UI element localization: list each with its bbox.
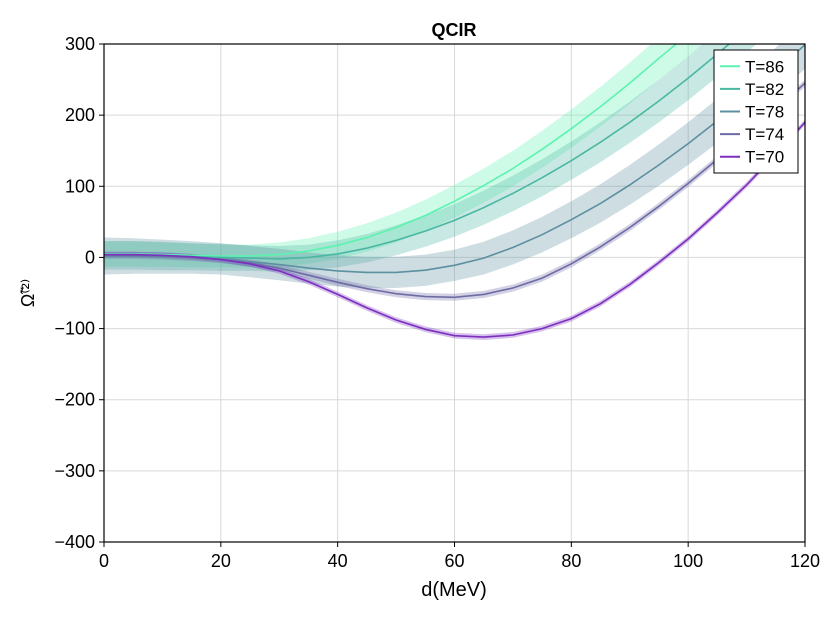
band-t-86 bbox=[104, 44, 703, 268]
series-lines bbox=[104, 44, 805, 338]
y-axis-label: Ω̃⁽²⁾ bbox=[18, 279, 38, 307]
legend-label: T=86 bbox=[745, 57, 784, 76]
y-tick-label: 100 bbox=[65, 176, 95, 196]
legend: T=86 T=82 T=78 T=74 T=70 bbox=[713, 49, 799, 174]
y-tick-label: −400 bbox=[54, 532, 95, 552]
x-tick-label: 20 bbox=[211, 551, 231, 571]
series-line-t-86 bbox=[104, 44, 678, 257]
y-tick-label: −100 bbox=[54, 319, 95, 339]
x-tick-label: 40 bbox=[328, 551, 348, 571]
x-tick-label: 80 bbox=[561, 551, 581, 571]
x-tick-label: 100 bbox=[673, 551, 703, 571]
legend-label: T=74 bbox=[745, 125, 784, 144]
y-tick-label: 300 bbox=[65, 34, 95, 54]
y-tick-label: 200 bbox=[65, 105, 95, 125]
y-tick-label: −300 bbox=[54, 461, 95, 481]
axis-ticks: 0 20 40 60 80 100 120 −400 −300 −200 −100 0 100 200 30… bbox=[54, 34, 820, 571]
x-tick-label: 120 bbox=[790, 551, 820, 571]
chart-title: QCIR bbox=[432, 20, 477, 40]
x-axis-label: d(MeV) bbox=[421, 579, 487, 601]
y-tick-label: 0 bbox=[85, 247, 95, 267]
band-t-82 bbox=[104, 44, 757, 272]
legend-label: T=82 bbox=[745, 80, 784, 99]
y-tick-label: −200 bbox=[54, 390, 95, 410]
x-tick-label: 60 bbox=[444, 551, 464, 571]
band-t-78 bbox=[104, 44, 805, 288]
legend-label: T=70 bbox=[745, 148, 784, 167]
series-line-t-70 bbox=[104, 121, 805, 338]
legend-label: T=78 bbox=[745, 103, 784, 122]
x-tick-label: 0 bbox=[99, 551, 109, 571]
series-line-t-82 bbox=[104, 44, 731, 260]
